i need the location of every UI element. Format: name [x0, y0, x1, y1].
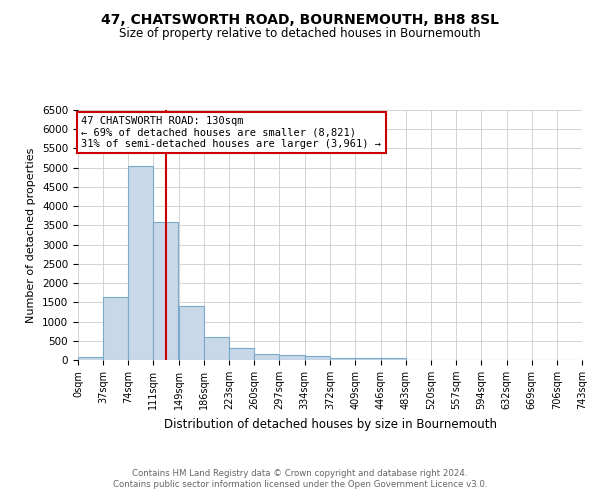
Bar: [331, 358, 355, 360]
Text: Contains HM Land Registry data © Crown copyright and database right 2024.: Contains HM Land Registry data © Crown c…: [132, 468, 468, 477]
Bar: [78, 357, 103, 360]
Y-axis label: Number of detached properties: Number of detached properties: [26, 148, 37, 322]
Bar: [355, 358, 380, 360]
Bar: [229, 348, 254, 360]
Bar: [254, 354, 280, 360]
Bar: [380, 358, 406, 360]
Bar: [305, 356, 329, 360]
Text: 47, CHATSWORTH ROAD, BOURNEMOUTH, BH8 8SL: 47, CHATSWORTH ROAD, BOURNEMOUTH, BH8 8S…: [101, 12, 499, 26]
Bar: [128, 166, 153, 360]
Bar: [179, 306, 204, 360]
Bar: [103, 296, 128, 360]
Text: Contains public sector information licensed under the Open Government Licence v3: Contains public sector information licen…: [113, 480, 487, 489]
X-axis label: Distribution of detached houses by size in Bournemouth: Distribution of detached houses by size …: [163, 418, 497, 430]
Text: 47 CHATSWORTH ROAD: 130sqm
← 69% of detached houses are smaller (8,821)
31% of s: 47 CHATSWORTH ROAD: 130sqm ← 69% of deta…: [82, 116, 382, 149]
Text: Size of property relative to detached houses in Bournemouth: Size of property relative to detached ho…: [119, 28, 481, 40]
Bar: [153, 222, 178, 360]
Bar: [204, 336, 229, 360]
Bar: [280, 354, 305, 360]
